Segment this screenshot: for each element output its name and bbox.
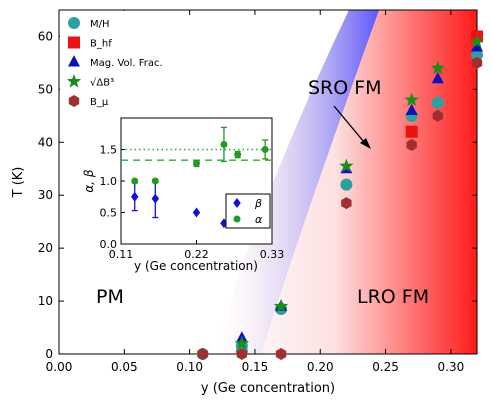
inset-x-tick-label-0-11: 0.11: [109, 248, 134, 261]
legend-marker-b-hf: [68, 36, 80, 49]
region-label-pm: PM: [96, 286, 124, 308]
x-tick-label-0-30: 0.30: [438, 360, 465, 374]
main-point-b-2: [275, 348, 287, 360]
legend-label-m-h: M/H: [90, 19, 110, 30]
x-tick-label-0-25: 0.25: [372, 360, 399, 374]
main-point-b-hf-0: [405, 125, 418, 138]
region-label-lro-fm: LRO FM: [357, 286, 429, 308]
inset-x-axis-label: y (Ge concentration): [134, 259, 258, 273]
legend-marker-mag-vol-frac: [68, 55, 80, 67]
legend-marker-m-h: [68, 17, 80, 29]
main-point-m-h-7: [471, 48, 483, 61]
inset-legend-marker-: [233, 215, 241, 223]
main-point-m-h-4: [340, 178, 353, 191]
legend-label-b: √ΔB³: [90, 78, 114, 89]
inset-point--1: [151, 177, 159, 185]
inset-y-tick-label-0-5: 0.5: [100, 207, 118, 220]
inset-point--0: [131, 177, 139, 185]
legend-marker-b: [66, 74, 82, 88]
main-point-b-1: [273, 298, 289, 313]
main-point-b-4: [430, 60, 445, 75]
main-point-m-h-6: [431, 96, 444, 109]
legend-label-b-hf: B_hf: [90, 39, 112, 50]
y-tick-label-30: 30: [38, 188, 53, 202]
legend-marker-b: [68, 95, 80, 107]
main-point-b-6: [471, 56, 483, 69]
main-point-mag-vol-frac-5: [471, 40, 483, 52]
main-point-b-3: [404, 92, 419, 107]
main-point-b-3: [341, 197, 352, 210]
main-legend: M/H B_hf Mag. Vol. Frac. √ΔB³ B_μ: [66, 17, 163, 108]
inset-y-tick-label-1-0: 1.0: [100, 175, 118, 188]
inset-legend-label-: α: [255, 213, 263, 226]
main-point-b-0: [234, 335, 250, 350]
main-y-axis-label: T (K): [11, 167, 26, 199]
main-point-b-0: [197, 348, 208, 360]
inset-axis-ticks: [120, 149, 273, 245]
inset-legend: βα: [233, 197, 263, 226]
inset-legend-box: [225, 193, 271, 229]
main-point-b-1: [236, 348, 248, 360]
y-tick-label-0: 0: [45, 347, 53, 361]
inset-point--4: [234, 151, 242, 159]
main-point-b-2: [339, 158, 354, 173]
sro-pointer-line: [333, 105, 365, 143]
main-point-b-5: [469, 34, 485, 48]
inset-legend-marker-: [233, 198, 241, 208]
inset-x-tick-label-0-22: 0.22: [184, 248, 209, 261]
main-point-mag-vol-frac-3: [405, 103, 418, 116]
main-tick-labels: 0.00 0.05 0.10 0.15 0.20 0.25 0.30 0 10 20 30 40 50 6…: [38, 29, 465, 374]
inset-point--2: [192, 207, 201, 218]
x-tick-label-0-10: 0.10: [176, 360, 203, 374]
main-axis-ticks: [58, 10, 477, 355]
main-point-b-4: [406, 138, 417, 151]
inset-y-tick-label-1-5: 1.5: [100, 144, 118, 157]
sro-fm-band: [218, 10, 380, 354]
y-tick-label-10: 10: [38, 294, 53, 308]
main-point-mag-vol-frac-4: [431, 71, 444, 84]
x-tick-label-0-15: 0.15: [242, 360, 269, 374]
x-tick-label-0-20: 0.20: [307, 360, 334, 374]
region-label-sro-fm: SRO FM: [308, 77, 382, 99]
inset-legend-label-: β: [254, 197, 262, 210]
legend-label-mag-vol-frac: Mag. Vol. Frac.: [90, 58, 163, 69]
y-tick-label-50: 50: [38, 82, 53, 96]
inset-point--5: [261, 146, 269, 153]
main-point-b-5: [432, 109, 444, 122]
main-plot-frame: [58, 9, 478, 355]
main-x-axis-label: y (Ge concentration): [201, 381, 335, 396]
inset-y-tick-label-0-0: 0.0: [100, 238, 118, 251]
y-tick-label-20: 20: [38, 241, 53, 255]
sro-pointer-arrowhead: [360, 138, 371, 149]
inset-tick-labels: 0.11 0.22 0.33 0.0 0.5 1.0 1.5: [100, 144, 285, 262]
main-data-points: [196, 30, 485, 360]
legend-label-b: B_μ: [90, 97, 109, 108]
inset-point--0: [130, 191, 139, 202]
inset-point--2: [193, 159, 200, 167]
inset-y-axis-label: α, β: [82, 169, 96, 193]
x-tick-label-0-00: 0.00: [46, 360, 73, 374]
x-tick-label-0-05: 0.05: [111, 360, 138, 374]
y-tick-label-60: 60: [38, 29, 53, 43]
inset-point--3: [220, 140, 228, 148]
inset-point--1: [151, 193, 160, 204]
y-tick-label-40: 40: [38, 135, 53, 149]
inset-x-tick-label-0-33: 0.33: [260, 248, 285, 261]
